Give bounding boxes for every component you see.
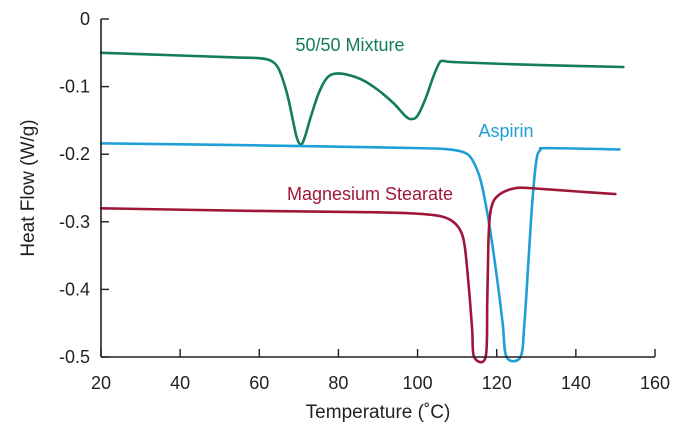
x-tick-label: 160 — [640, 373, 670, 393]
series-line-aspirin — [99, 142, 621, 363]
y-tick-label: -0.5 — [59, 347, 90, 367]
x-tick-label: 120 — [482, 373, 512, 393]
y-tick-label: -0.4 — [59, 279, 90, 299]
series-label-magnesium-stearate: Magnesium Stearate — [287, 184, 453, 204]
y-axis-ticks: 0 -0.1 -0.2 -0.3 -0.4 -0.5 — [59, 9, 109, 367]
y-tick-label: -0.1 — [59, 77, 90, 97]
x-tick-label: 60 — [249, 373, 269, 393]
x-axis-ticks: 20 40 60 80 100 120 140 160 — [91, 349, 670, 393]
x-axis-title: Temperature (˚C) — [306, 402, 451, 423]
y-tick-label: 0 — [80, 9, 90, 29]
x-tick-label: 20 — [91, 373, 111, 393]
y-tick-label: -0.3 — [59, 212, 90, 232]
x-tick-label: 40 — [170, 373, 190, 393]
curves-layer — [99, 51, 625, 364]
x-tick-label: 80 — [328, 373, 348, 393]
y-axis-title: Heat Flow (W/g) — [18, 119, 39, 256]
x-tick-label: 100 — [403, 373, 433, 393]
series-line-magnesium-stearate — [99, 186, 617, 364]
series-line-50-50-mixture — [99, 51, 625, 147]
series-label-50-50-mixture: 50/50 Mixture — [295, 35, 404, 55]
x-tick-label: 140 — [561, 373, 591, 393]
y-tick-label: -0.2 — [59, 144, 90, 164]
series-label-aspirin: Aspirin — [478, 121, 533, 141]
